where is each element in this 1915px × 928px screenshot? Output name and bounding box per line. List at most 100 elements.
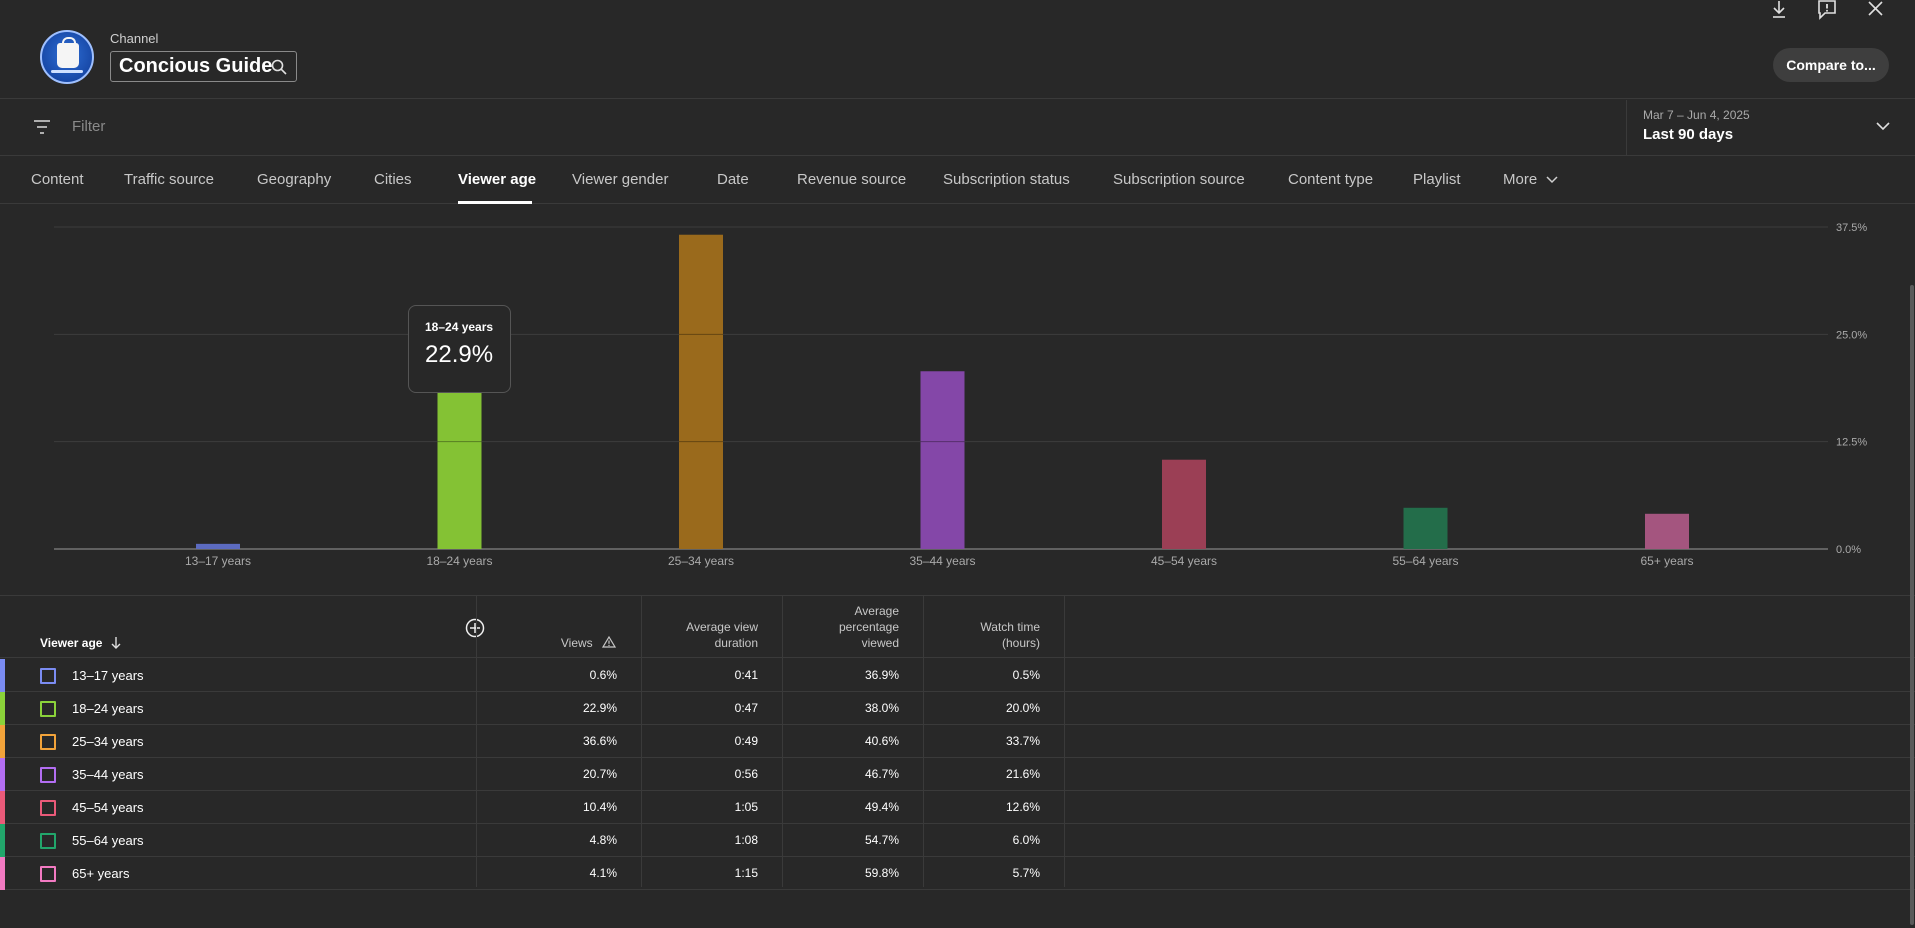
row-label: 55–64 years	[72, 833, 144, 848]
col-header-watch-time[interactable]: Watch time (hours)	[924, 619, 1040, 651]
add-metric-icon[interactable]	[465, 618, 485, 638]
x-tick-label: 35–44 years	[909, 554, 975, 568]
tab-cities[interactable]: Cities	[374, 171, 412, 188]
cell-duration: 1:15	[734, 866, 758, 880]
row-checkbox[interactable]	[40, 800, 56, 816]
tab-revenue-source[interactable]: Revenue source	[797, 171, 907, 188]
row-label: 35–44 years	[72, 767, 144, 782]
col-header-avg-view-duration-line2: duration	[714, 636, 758, 650]
row-color-strip	[0, 824, 5, 857]
bar-13-17-years[interactable]	[196, 543, 240, 549]
cell-duration: 1:05	[734, 800, 758, 814]
row-checkbox[interactable]	[40, 734, 56, 750]
filter-bar: Filter Mar 7 – Jun 4, 2025 Last 90 days	[0, 100, 1915, 156]
row-label: 65+ years	[72, 866, 130, 881]
cell-views: 22.9%	[582, 701, 617, 715]
row-checkbox[interactable]	[40, 767, 56, 783]
y-tick-label: 0.0%	[1836, 544, 1861, 556]
x-tick-label: 45–54 years	[1151, 554, 1217, 568]
cell-watch: 6.0%	[1012, 833, 1040, 847]
viewer-age-chart: 37.5% 25.0% 12.5% 0.0% 13–17 years 18–24 year…	[0, 205, 1915, 595]
column-divider	[641, 595, 642, 887]
table-row[interactable]: 13–17 years 0.6% 0:41 36.9% 0.5%	[0, 659, 1915, 692]
tab-content-type[interactable]: Content type	[1288, 171, 1374, 188]
download-icon[interactable]	[1768, 0, 1790, 20]
date-range-label: Last 90 days	[1643, 126, 1734, 143]
channel-selector[interactable]: Concious Guide	[110, 51, 297, 82]
x-tick-label: 55–64 years	[1392, 554, 1458, 568]
cell-views: 4.8%	[589, 833, 617, 847]
cell-pct: 38.0%	[864, 701, 899, 715]
sort-down-icon[interactable]	[110, 636, 122, 650]
col-header-views[interactable]: Views	[520, 635, 616, 651]
bar-25-34-years[interactable]	[679, 234, 723, 549]
tab-traffic-source[interactable]: Traffic source	[124, 171, 215, 188]
col-header-avg-pct-line3: viewed	[861, 636, 899, 650]
feedback-icon[interactable]	[1816, 0, 1838, 20]
tab-subscription-status[interactable]: Subscription status	[943, 171, 1070, 188]
cell-watch: 33.7%	[1005, 734, 1040, 748]
row-label: 25–34 years	[72, 734, 144, 749]
tab-geography[interactable]: Geography	[257, 171, 332, 188]
col-header-avg-pct-viewed[interactable]: Average percentage viewed	[782, 603, 899, 651]
cell-watch: 20.0%	[1005, 701, 1040, 715]
row-checkbox[interactable]	[40, 668, 56, 684]
tab-more-label: More	[1503, 171, 1538, 188]
x-tick-label: 25–34 years	[668, 554, 734, 568]
table-row[interactable]: 55–64 years 4.8% 1:08 54.7% 6.0%	[0, 824, 1915, 857]
filter-icon[interactable]	[32, 119, 52, 135]
col-header-avg-view-duration-line1: Average view	[686, 620, 758, 634]
x-tick-label: 18–24 years	[426, 554, 492, 568]
table-row[interactable]: 35–44 years 20.7% 0:56 46.7% 21.6%	[0, 758, 1915, 791]
cell-pct: 54.7%	[864, 833, 899, 847]
table-row[interactable]: 45–54 years 10.4% 1:05 49.4% 12.6%	[0, 791, 1915, 824]
filter-input[interactable]: Filter	[72, 118, 106, 135]
cell-watch: 5.7%	[1012, 866, 1040, 880]
dimension-tabs: Content Traffic source Geography Cities …	[0, 157, 1915, 204]
tab-viewer-gender[interactable]: Viewer gender	[572, 171, 669, 188]
bar-55-64-years[interactable]	[1403, 507, 1448, 549]
row-checkbox[interactable]	[40, 866, 56, 882]
table-row[interactable]: 25–34 years 36.6% 0:49 40.6% 33.7%	[0, 725, 1915, 758]
cell-watch: 12.6%	[1005, 800, 1040, 814]
date-range-selector[interactable]: Mar 7 – Jun 4, 2025 Last 90 days	[1626, 100, 1915, 156]
cell-duration: 1:08	[734, 833, 758, 847]
row-checkbox[interactable]	[40, 833, 56, 849]
cell-pct: 59.8%	[864, 866, 899, 880]
col-header-views-label: Views	[560, 636, 593, 650]
bar-65+-years[interactable]	[1645, 513, 1689, 549]
cell-duration: 0:41	[734, 668, 758, 682]
row-checkbox[interactable]	[40, 701, 56, 717]
column-divider	[923, 595, 924, 887]
tab-date[interactable]: Date	[717, 171, 749, 188]
chart-tooltip: 18–24 years 22.9%	[408, 305, 511, 393]
row-color-strip	[0, 725, 5, 758]
row-color-strip	[0, 758, 5, 791]
table-header: Viewer age Views Average view duration A…	[0, 595, 1915, 658]
cell-pct: 49.4%	[864, 800, 899, 814]
col-header-viewer-age[interactable]: Viewer age	[40, 636, 103, 650]
cell-watch: 0.5%	[1012, 668, 1040, 682]
row-color-strip	[0, 791, 5, 824]
row-color-strip	[0, 857, 5, 890]
bar-35-44-years[interactable]	[920, 371, 965, 549]
tab-more[interactable]: More	[1503, 171, 1558, 188]
tab-content[interactable]: Content	[31, 171, 84, 188]
table-row[interactable]: 65+ years 4.1% 1:15 59.8% 5.7%	[0, 857, 1915, 890]
cell-duration: 0:47	[734, 701, 758, 715]
bar-45-54-years[interactable]	[1162, 459, 1206, 549]
channel-label: Channel	[110, 31, 159, 46]
x-tick-label: 13–17 years	[185, 554, 251, 568]
tooltip-value: 22.9%	[425, 341, 494, 368]
compare-button[interactable]: Compare to...	[1773, 48, 1889, 82]
tab-viewer-age[interactable]: Viewer age	[458, 171, 537, 188]
cell-views: 20.7%	[582, 767, 617, 781]
col-header-watch-time-line1: Watch time	[980, 620, 1040, 634]
tooltip-category: 18–24 years	[425, 320, 494, 334]
close-icon[interactable]	[1865, 0, 1887, 20]
col-header-avg-view-duration[interactable]: Average view duration	[642, 619, 758, 651]
table-row[interactable]: 18–24 years 22.9% 0:47 38.0% 20.0%	[0, 692, 1915, 725]
tab-subscription-source[interactable]: Subscription source	[1113, 171, 1245, 188]
scrollbar-thumb[interactable]	[1910, 285, 1914, 925]
tab-playlist[interactable]: Playlist	[1413, 171, 1461, 188]
